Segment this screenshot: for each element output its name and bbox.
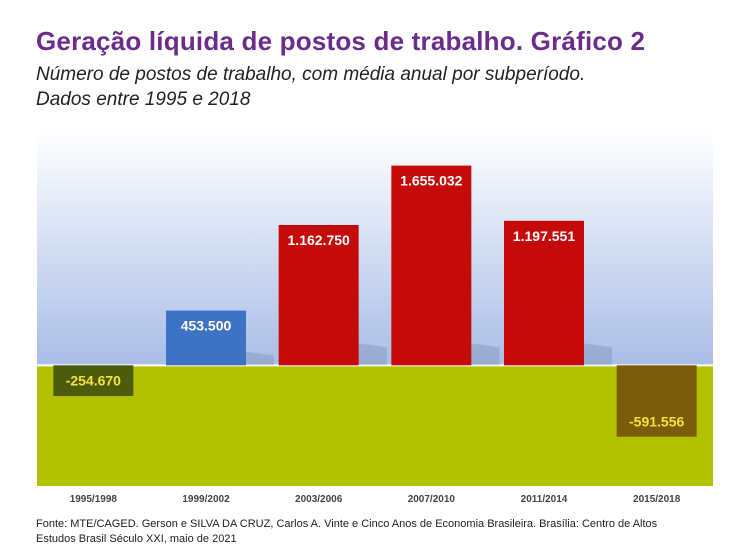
x-tick-label: 1995/1998	[70, 494, 118, 505]
source-line-1: Fonte: MTE/CAGED. Gerson e SILVA DA CRUZ…	[36, 518, 658, 530]
x-tick-label: 2003/2006	[295, 494, 343, 505]
negative-area	[37, 365, 713, 486]
data-label: -254.670	[66, 372, 121, 388]
bar-1995/1998	[53, 365, 134, 397]
x-tick-label: 2011/2014	[521, 494, 568, 505]
x-tick-label: 2015/2018	[633, 494, 681, 505]
x-tick-label: 2007/2010	[408, 494, 456, 505]
data-label: 453.500	[181, 318, 232, 334]
bar-shadow	[471, 343, 500, 366]
data-label: 1.197.551	[513, 228, 575, 244]
data-label: 1.655.032	[400, 173, 462, 189]
positive-area	[37, 130, 713, 366]
source-note: Fonte: MTE/CAGED. Gerson e SILVA DA CRUZ…	[36, 517, 736, 547]
bar-2011/2014	[504, 220, 584, 366]
bar-2003/2006	[278, 225, 359, 366]
bar-shadow	[584, 343, 612, 366]
x-tick-label: 1999/2002	[182, 494, 230, 505]
bar-2015/2018	[616, 365, 697, 437]
chart-title: Geração líquida de postos de trabalho. G…	[36, 26, 646, 56]
data-label: -591.556	[629, 414, 684, 430]
subtitle-line-1: Número de postos de trabalho, com média …	[36, 64, 586, 85]
chart-subtitle: Número de postos de trabalho, com média …	[36, 62, 736, 112]
bar-shadow	[246, 351, 274, 366]
subtitle-line-2: Dados entre 1995 e 2018	[36, 89, 251, 110]
data-label: 1.162.750	[288, 232, 350, 248]
bar-1999/2002	[166, 310, 246, 366]
source-line-2: Estudos Brasil Século XXI, maio de 2021	[36, 533, 237, 545]
bar-shadow	[358, 343, 387, 366]
bar-2007/2010	[391, 165, 472, 366]
